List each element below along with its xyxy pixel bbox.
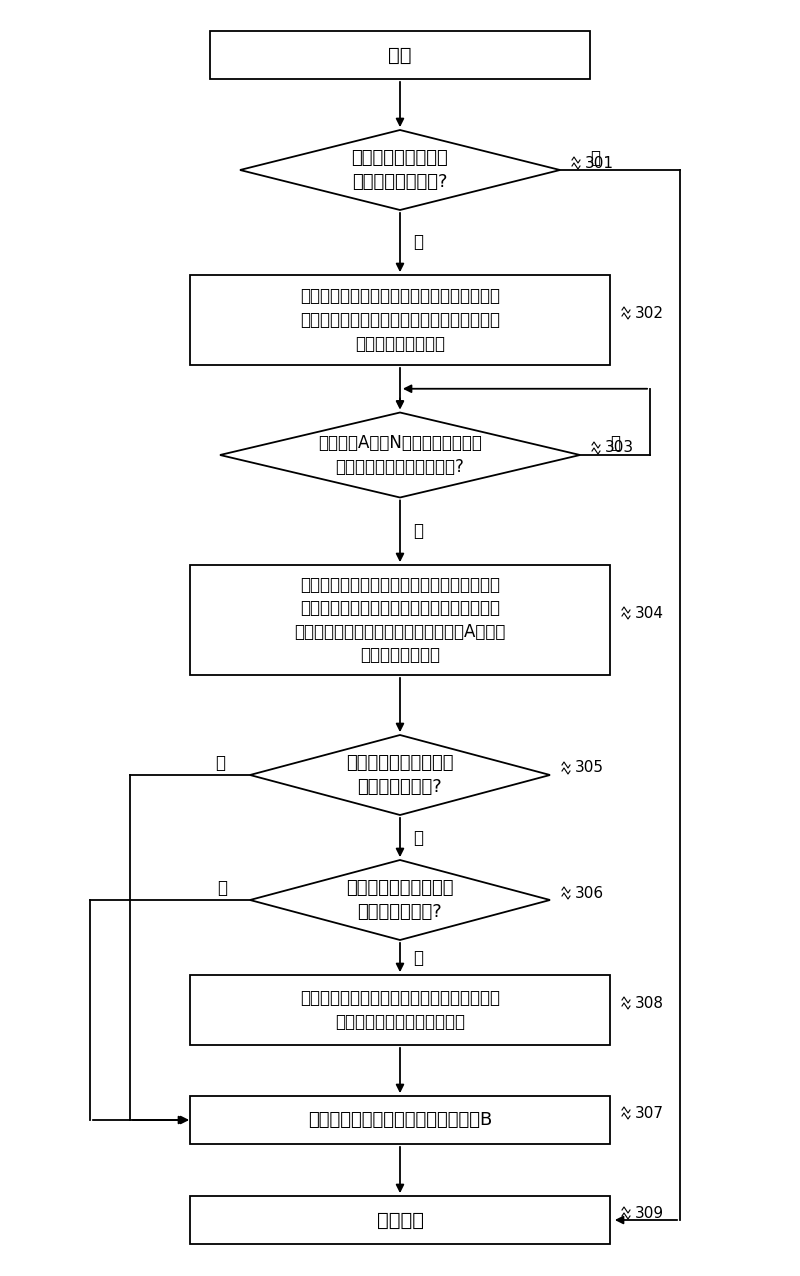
Text: 移动终端A连续N次上报各相邻小区
的导频强度均低于导频阈值?: 移动终端A连续N次上报各相邻小区 的导频强度均低于导频阈值? bbox=[318, 434, 482, 476]
Text: 是: 是 bbox=[413, 948, 423, 966]
Text: 从所述多个移动终端中选取移动终端B: 从所述多个移动终端中选取移动终端B bbox=[308, 1111, 492, 1129]
Text: 否: 否 bbox=[217, 879, 227, 897]
Text: 307: 307 bbox=[635, 1105, 664, 1120]
Text: 当前小区的业务负荷
大于第一负荷阈值?: 当前小区的业务负荷 大于第一负荷阈值? bbox=[352, 149, 448, 191]
Text: 从第一批相邻小区中确定出业务负荷低于第二
负荷阈值的至少一个小区，并从该至少一个小
区中选取出目标小区，将所述移动终端A切换到
选取的目标小区中: 从第一批相邻小区中确定出业务负荷低于第二 负荷阈值的至少一个小区，并从该至少一个… bbox=[294, 575, 506, 665]
Polygon shape bbox=[240, 130, 560, 211]
Bar bbox=[190, 975, 610, 1045]
Text: 309: 309 bbox=[635, 1206, 664, 1221]
Bar bbox=[190, 1196, 610, 1244]
Text: 停止对所述多个移动终端中未进行小区切换的
移动终端进行小区切换的操作: 停止对所述多个移动终端中未进行小区切换的 移动终端进行小区切换的操作 bbox=[300, 989, 500, 1031]
Text: 301: 301 bbox=[585, 156, 614, 171]
Bar bbox=[210, 31, 590, 79]
Text: 303: 303 bbox=[605, 440, 634, 456]
Text: 否: 否 bbox=[413, 828, 423, 846]
Text: 是: 是 bbox=[215, 754, 225, 772]
Polygon shape bbox=[250, 860, 550, 940]
Text: 当前小区的业务负荷小
于第二负荷阈值?: 当前小区的业务负荷小 于第二负荷阈值? bbox=[346, 879, 454, 921]
Text: 302: 302 bbox=[635, 305, 664, 320]
Text: 否: 否 bbox=[413, 522, 423, 540]
Text: 306: 306 bbox=[575, 886, 604, 901]
Text: 305: 305 bbox=[575, 760, 604, 776]
Text: 304: 304 bbox=[635, 606, 664, 620]
Bar bbox=[190, 565, 610, 675]
Text: 否: 否 bbox=[590, 149, 600, 167]
Text: 基站向所述当前小区中的多个移动终端发起导
频强度测量指令，以指示该多个移动终端测量
相邻小区的导频强度: 基站向所述当前小区中的多个移动终端发起导 频强度测量指令，以指示该多个移动终端测… bbox=[300, 287, 500, 352]
Text: 结束流程: 结束流程 bbox=[377, 1211, 423, 1230]
Text: 开始: 开始 bbox=[388, 46, 412, 65]
Text: 当前小区的业务负荷大
于第一负荷阈值?: 当前小区的业务负荷大 于第一负荷阈值? bbox=[346, 754, 454, 796]
Text: 是: 是 bbox=[610, 434, 620, 452]
Polygon shape bbox=[250, 735, 550, 815]
Bar bbox=[190, 276, 610, 365]
Polygon shape bbox=[220, 412, 580, 498]
Text: 是: 是 bbox=[413, 234, 423, 251]
Text: 308: 308 bbox=[635, 995, 664, 1011]
Bar bbox=[190, 1096, 610, 1145]
